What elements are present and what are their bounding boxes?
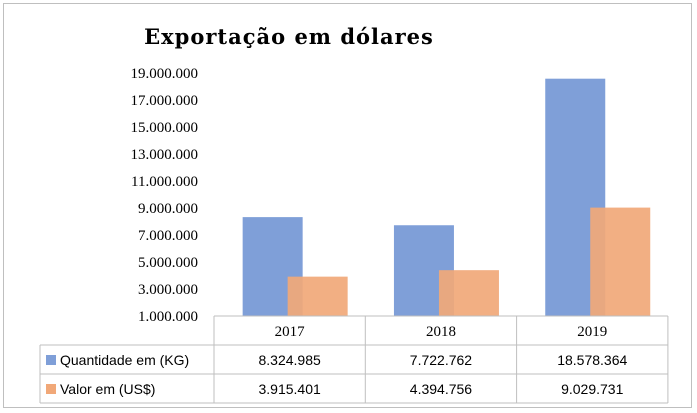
table-cell: 9.029.731 xyxy=(561,381,623,397)
y-tick-label: 11.000.000 xyxy=(131,174,198,190)
bars xyxy=(242,78,651,317)
y-tick-label: 19.000.000 xyxy=(131,66,199,82)
y-tick-label: 9.000.000 xyxy=(138,201,198,217)
data-table: 2017 2018 2019 Quantidade em (KG) 8.324.985 7… xyxy=(39,315,669,404)
bar-valor-2017 xyxy=(287,276,348,316)
bar-valor-2018 xyxy=(438,270,499,316)
legend-label: Valor em (US$) xyxy=(60,381,155,397)
legend-swatch xyxy=(46,384,56,394)
y-tick-label: 17.000.000 xyxy=(131,93,199,109)
bar-valor-2019 xyxy=(590,207,651,316)
y-axis: 1.000.000 3.000.000 5.000.000 7.000.000 9.00… xyxy=(131,66,199,325)
chart-title: Exportação em dólares xyxy=(144,24,434,49)
category-label: 2017 xyxy=(275,324,306,340)
table-cell: 7.722.762 xyxy=(410,352,472,368)
y-tick-label: 5.000.000 xyxy=(138,255,198,271)
legend-swatch xyxy=(46,355,56,365)
table-cell: 3.915.401 xyxy=(259,381,321,397)
legend-label: Quantidade em (KG) xyxy=(60,352,189,368)
y-tick-label: 15.000.000 xyxy=(131,120,199,136)
table-cell: 18.578.364 xyxy=(557,352,627,368)
table-cell: 8.324.985 xyxy=(259,352,321,368)
table-cell: 4.394.756 xyxy=(410,381,472,397)
y-tick-label: 13.000.000 xyxy=(131,147,199,163)
category-label: 2019 xyxy=(577,324,607,340)
y-tick-label: 3.000.000 xyxy=(138,282,198,298)
category-label: 2018 xyxy=(426,324,456,340)
y-tick-label: 7.000.000 xyxy=(138,228,198,244)
y-tick-label: 1.000.000 xyxy=(138,309,198,325)
